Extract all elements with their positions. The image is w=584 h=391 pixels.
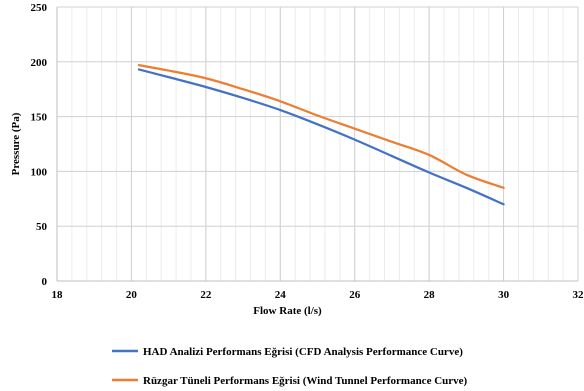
series-line-wind-tunnel	[137, 63, 505, 189]
y-tick-label: 100	[31, 166, 48, 178]
x-tick-label: 24	[275, 289, 287, 301]
x-tick-label: 26	[349, 289, 361, 301]
y-tick-label: 0	[42, 276, 48, 288]
tick-labels: 18 20 22 24 26 28 30 32 0 50 100 150 200 250	[31, 2, 584, 301]
x-tick-label: 18	[52, 289, 64, 301]
x-tick-label: 28	[424, 289, 436, 301]
series-line-cfd	[137, 68, 505, 206]
legend-entry-wind-tunnel: Rüzgar Tüneli Performans Eğrisi (Wind Tu…	[143, 375, 468, 387]
x-tick-label: 30	[498, 289, 510, 301]
major-gridlines	[56, 6, 579, 282]
legend: HAD Analizi Performans Eğrisi (CFD Analy…	[112, 346, 468, 387]
axes	[56, 7, 578, 282]
legend-entry-cfd: HAD Analizi Performans Eğrisi (CFD Analy…	[143, 346, 463, 358]
x-tick-label: 22	[200, 289, 212, 301]
y-tick-label: 150	[31, 112, 48, 124]
y-tick-label: 200	[31, 57, 48, 69]
minor-gridlines	[56, 7, 579, 281]
y-tick-label: 250	[31, 2, 48, 14]
y-tick-label: 50	[36, 221, 48, 233]
x-tick-label: 32	[573, 289, 584, 301]
series-lines	[137, 63, 505, 206]
x-axis-label: Flow Rate (l/s)	[253, 305, 322, 317]
y-axis-label: Pressure (Pa)	[10, 112, 22, 175]
x-tick-label: 20	[126, 289, 138, 301]
